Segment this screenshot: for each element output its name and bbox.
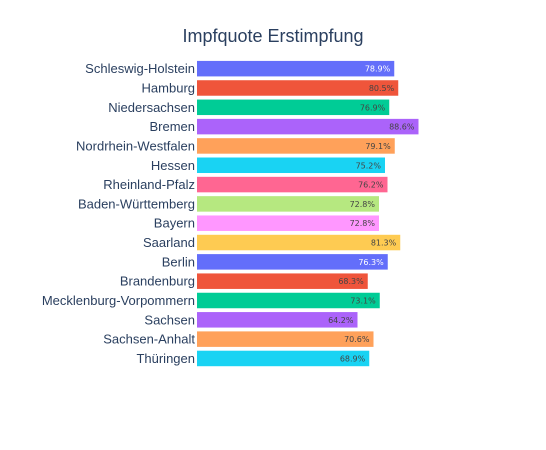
data-label-8: 72.8% (350, 219, 376, 228)
bar-4[interactable] (197, 138, 395, 154)
y-tick-label-15: Thüringen (136, 351, 195, 366)
bar-10[interactable] (197, 254, 388, 270)
y-tick-label-0: Schleswig-Holstein (85, 61, 195, 76)
data-label-11: 68.3% (338, 277, 364, 286)
data-label-14: 70.6% (344, 335, 370, 344)
y-tick-label-9: Saarland (143, 235, 195, 250)
bar-12[interactable] (197, 292, 380, 309)
bar-5[interactable] (197, 157, 385, 174)
bar-7[interactable] (197, 196, 379, 212)
data-label-13: 64.2% (328, 316, 354, 325)
data-label-7: 72.8% (350, 200, 376, 209)
y-tick-label-1: Hamburg (142, 80, 195, 95)
data-label-9: 81.3% (371, 239, 397, 248)
data-label-0: 78.9% (365, 65, 391, 74)
y-tick-label-5: Hessen (151, 158, 195, 173)
bar-3[interactable] (197, 118, 419, 135)
y-tick-label-10: Berlin (162, 254, 195, 269)
bar-11[interactable] (197, 273, 368, 289)
y-tick-label-6: Rheinland-Pfalz (103, 177, 195, 192)
data-label-10: 76.3% (358, 258, 384, 267)
bar-6[interactable] (197, 176, 388, 193)
y-tick-label-8: Bayern (154, 216, 195, 231)
data-label-4: 79.1% (365, 142, 391, 151)
bar-9[interactable] (197, 234, 401, 251)
y-tick-label-7: Baden-Württemberg (78, 196, 195, 211)
data-label-6: 76.2% (358, 181, 384, 190)
data-label-5: 75.2% (356, 161, 382, 170)
bar-15[interactable] (197, 350, 370, 367)
plot-area: 78.9% Schleswig-Holstein 80.5% Hamburg 76.9%… (42, 60, 419, 367)
data-label-15: 68.9% (340, 354, 366, 363)
y-tick-label-3: Bremen (149, 119, 195, 134)
bar-0[interactable] (197, 60, 395, 77)
data-label-12: 73.1% (350, 297, 376, 306)
y-tick-label-11: Brandenburg (120, 274, 195, 289)
y-tick-label-4: Nordrhein-Westfalen (76, 138, 195, 153)
chart-title: Impfquote Erstimpfung (182, 26, 363, 46)
data-label-2: 76.9% (360, 103, 386, 112)
data-label-3: 88.6% (389, 123, 415, 132)
y-tick-label-13: Sachsen (144, 312, 195, 327)
bar-1[interactable] (197, 80, 399, 96)
y-tick-label-12: Mecklenburg-Vorpommern (42, 293, 195, 308)
bar-13[interactable] (197, 312, 358, 328)
y-tick-label-14: Sachsen-Anhalt (103, 332, 195, 347)
data-label-1: 80.5% (369, 84, 395, 93)
bar-2[interactable] (197, 99, 390, 116)
y-tick-label-2: Niedersachsen (108, 100, 195, 115)
bar-14[interactable] (197, 331, 374, 347)
bar-8[interactable] (197, 215, 379, 231)
